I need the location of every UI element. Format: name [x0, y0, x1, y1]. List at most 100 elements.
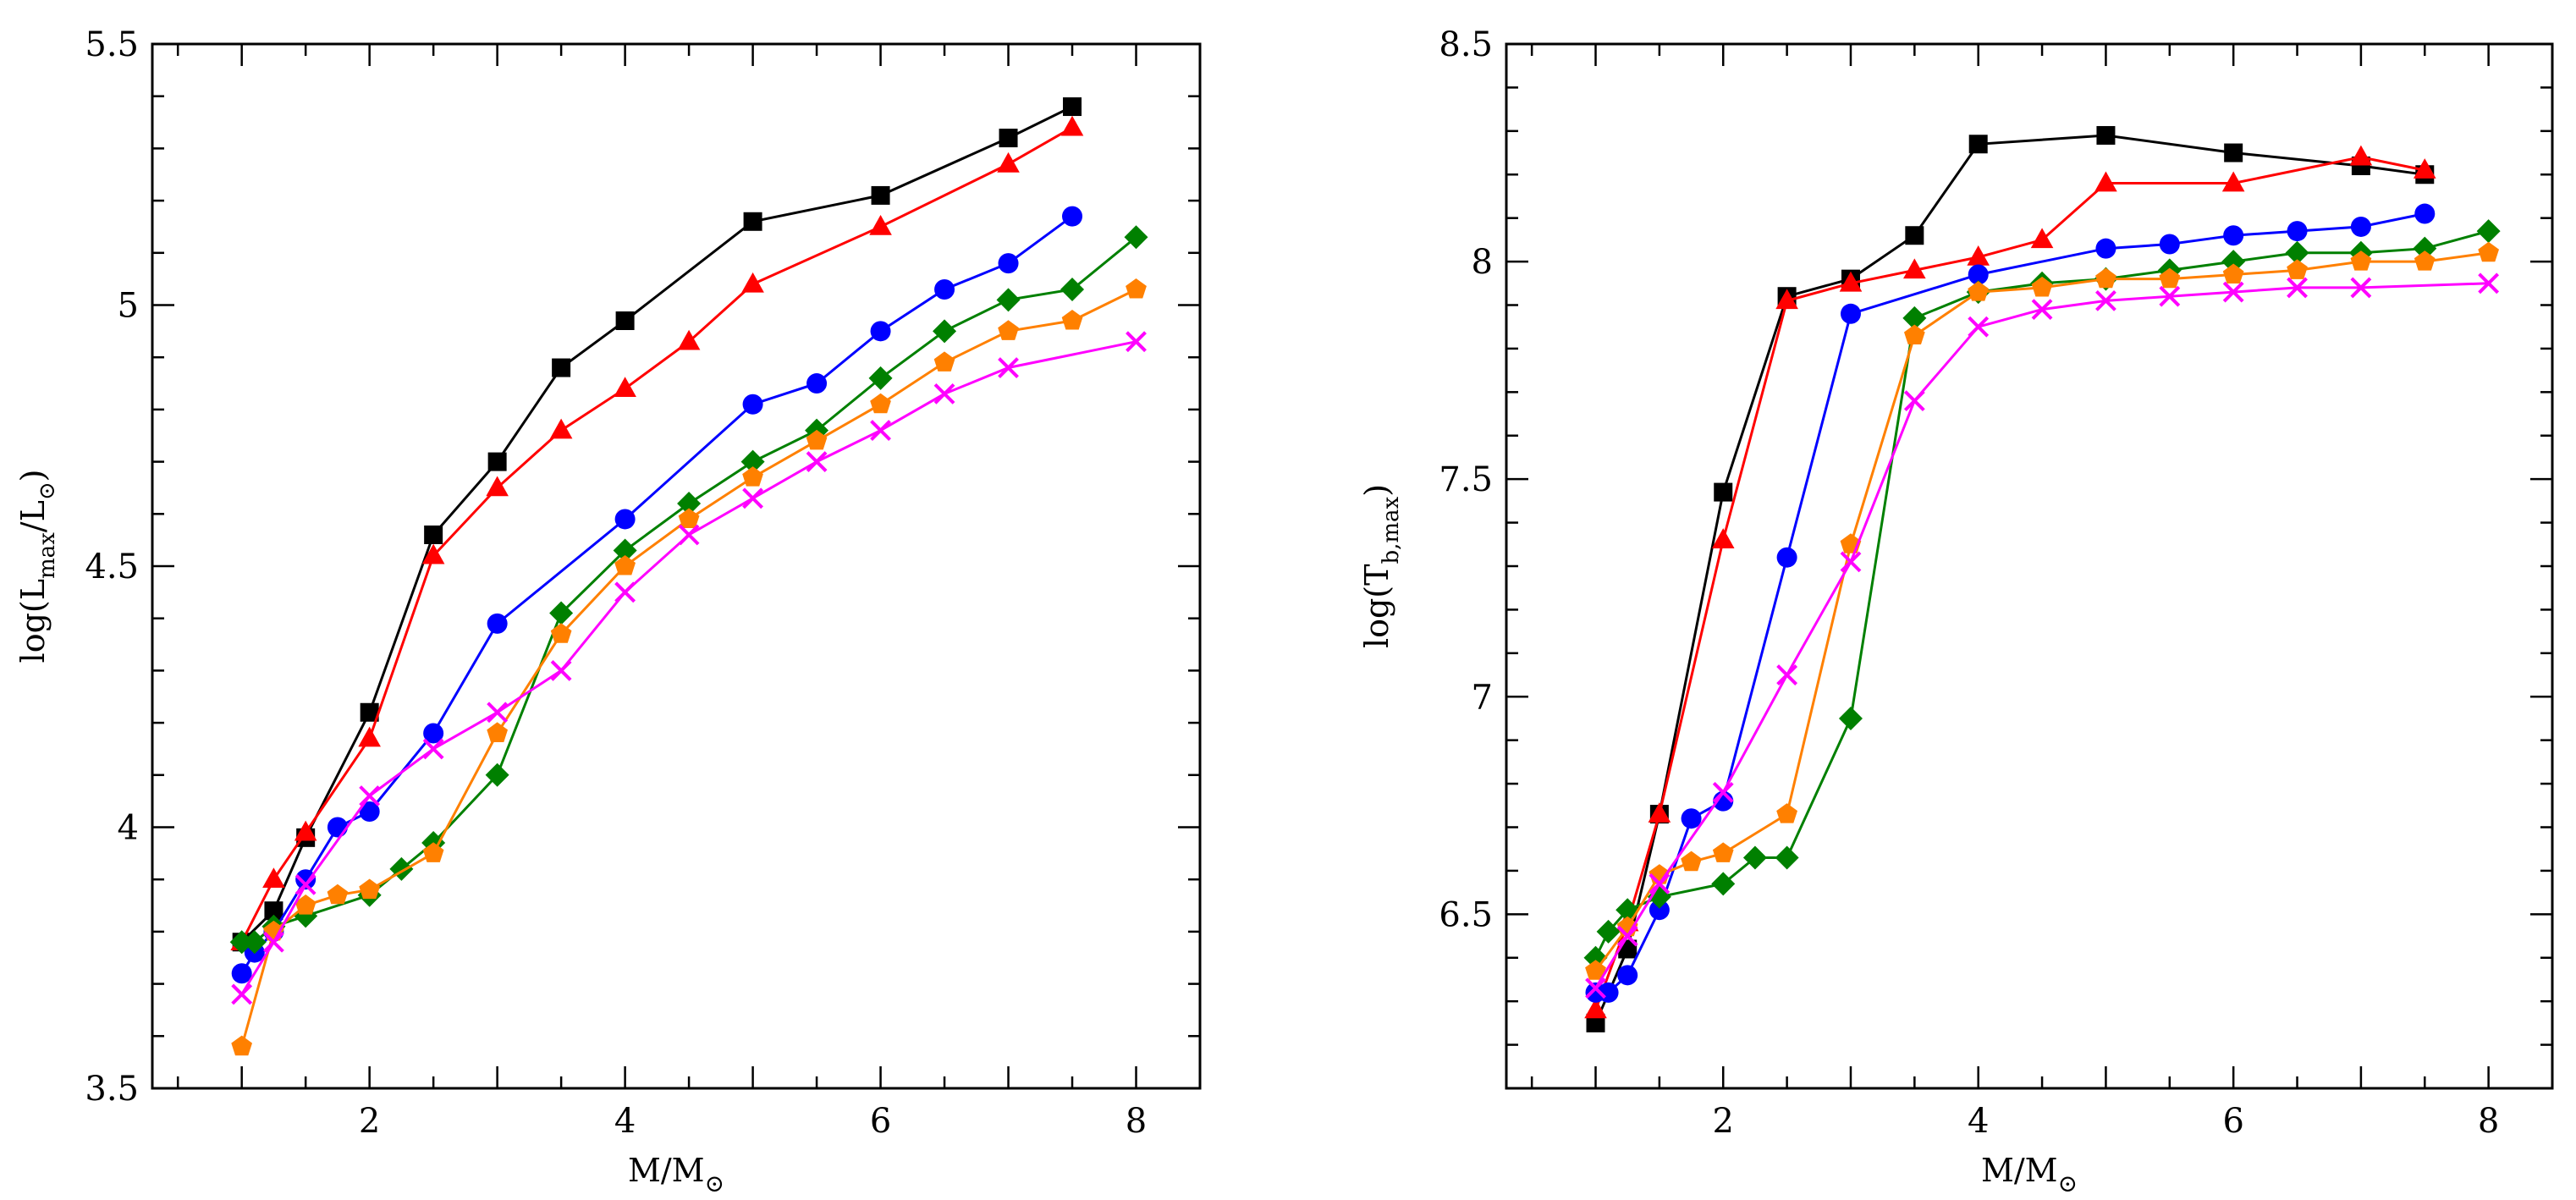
right-point-green-diamonds	[1775, 845, 1799, 870]
right-point-blue-circles	[1968, 264, 1989, 285]
left-point-magenta-crosses	[550, 659, 572, 681]
right-point-orange-pentagons	[2031, 276, 2053, 297]
left-point-black-squares	[424, 525, 443, 544]
left-series-orange-pentagons	[231, 278, 1147, 1056]
right-point-magenta-crosses	[1776, 664, 1798, 685]
left-panel: 2 4 6 83.544.555.5M/M⊙log(Lmax/L⊙)	[14, 25, 1202, 1197]
right-point-red-triangles	[1903, 258, 1926, 279]
right-point-red-triangles	[1775, 289, 1798, 310]
right-point-red-triangles	[1584, 998, 1607, 1019]
right-y-tick-label: 6.5	[1439, 895, 1493, 934]
left-point-magenta-crosses	[1126, 331, 1147, 353]
left-point-green-diamonds	[1060, 277, 1085, 301]
left-point-blue-circles	[1062, 206, 1083, 227]
left-point-orange-pentagons	[678, 508, 700, 528]
right-point-green-diamonds	[1742, 845, 1767, 870]
left-y-axis-label-sub2: ⊙	[35, 482, 60, 500]
right-point-magenta-crosses	[2478, 272, 2500, 294]
left-y-axis-label-mid: /L	[14, 500, 52, 532]
left-point-orange-pentagons	[231, 1035, 252, 1056]
left-series-green-diamonds	[229, 225, 1148, 955]
right-point-blue-circles	[1840, 303, 1861, 324]
left-point-red-triangles	[262, 867, 285, 888]
right-point-magenta-crosses	[1712, 781, 1734, 803]
right-point-blue-circles	[2287, 221, 2308, 242]
right-point-blue-circles	[2414, 203, 2436, 224]
left-x-axis-label-text: M/M	[628, 1152, 705, 1189]
right-y-axis-label-sub1: b,max	[1379, 496, 1404, 564]
right-series-line-orange-pentagons	[1594, 251, 2489, 972]
right-panel: 2 4 6 8 6.5 7 7.5 8 8.5 M/M⊙ log(Tb,max)	[1358, 25, 2554, 1197]
left-point-orange-pentagons	[933, 351, 955, 372]
right-point-green-diamonds	[1711, 872, 1736, 896]
right-point-black-squares	[1905, 226, 1924, 245]
right-point-red-triangles	[2030, 228, 2054, 249]
left-point-red-triangles	[1060, 115, 1084, 136]
left-series-black-squares	[232, 97, 1082, 952]
right-series-red-triangles	[1584, 145, 2436, 1019]
left-y-axis-label: log(Lmax/L⊙)	[14, 470, 60, 663]
right-point-orange-pentagons	[1681, 850, 1702, 872]
right-series-orange-pentagons	[1585, 241, 2499, 980]
left-point-orange-pentagons	[1126, 278, 1147, 299]
right-point-magenta-crosses	[1840, 551, 1862, 573]
right-series-blue-circles	[1585, 203, 2436, 1003]
left-point-orange-pentagons	[327, 883, 349, 905]
left-point-black-squares	[743, 212, 762, 231]
left-point-magenta-crosses	[806, 451, 828, 473]
left-y-axis-label-prefix: log(L	[14, 579, 52, 663]
right-x-tick-label: 8	[2478, 1102, 2499, 1141]
left-y-tick-label: 3.5	[85, 1070, 139, 1109]
right-point-blue-circles	[1776, 547, 1797, 568]
right-point-magenta-crosses	[2031, 299, 2053, 321]
left-point-blue-circles	[806, 373, 828, 394]
right-point-red-triangles	[2221, 171, 2245, 192]
left-point-black-squares	[487, 452, 507, 471]
right-point-green-diamonds	[1838, 706, 1863, 730]
left-point-blue-circles	[295, 869, 316, 890]
right-point-magenta-crosses	[1649, 872, 1671, 894]
left-point-magenta-crosses	[359, 785, 381, 806]
left-point-black-squares	[552, 358, 571, 377]
right-point-green-diamonds	[2221, 250, 2246, 274]
left-plot-frame	[151, 42, 1202, 1090]
right-point-orange-pentagons	[2095, 267, 2116, 289]
right-point-orange-pentagons	[2478, 241, 2499, 262]
left-point-orange-pentagons	[550, 623, 572, 643]
left-point-green-diamonds	[485, 762, 509, 787]
left-point-red-triangles	[421, 543, 445, 564]
left-x-axis-label: M/M⊙	[628, 1152, 724, 1197]
right-x-tick-label: 4	[1968, 1102, 1989, 1141]
left-point-green-diamonds	[868, 366, 893, 390]
left-point-magenta-crosses	[422, 738, 444, 760]
left-point-blue-circles	[998, 253, 1019, 274]
left-point-orange-pentagons	[1061, 310, 1083, 330]
left-point-black-squares	[615, 311, 635, 331]
right-y-axis-label: log(Tb,max)	[1358, 484, 1404, 648]
right-point-blue-circles	[1681, 808, 1702, 829]
left-point-orange-pentagons	[998, 320, 1019, 340]
left-point-blue-circles	[327, 817, 348, 838]
right-series-magenta-crosses	[1585, 272, 2500, 999]
left-point-magenta-crosses	[870, 420, 891, 441]
left-series-blue-circles	[231, 206, 1083, 984]
left-series-red-triangles	[230, 115, 1084, 951]
left-point-green-diamonds	[933, 319, 957, 344]
right-x-axis-label-text: M/M	[1981, 1152, 2058, 1189]
left-y-tick-label: 5	[118, 287, 139, 326]
left-point-blue-circles	[614, 509, 636, 530]
right-point-blue-circles	[2350, 216, 2371, 237]
left-point-orange-pentagons	[294, 894, 316, 915]
right-y-tick-label: 8.5	[1439, 25, 1493, 64]
right-point-black-squares	[2224, 143, 2243, 162]
right-x-tick-label: 2	[1713, 1102, 1734, 1141]
left-point-blue-circles	[934, 278, 955, 300]
left-x-axis-label-sub: ⊙	[705, 1170, 724, 1197]
right-point-black-squares	[1714, 482, 1733, 502]
left-point-magenta-crosses	[487, 702, 509, 724]
left-point-green-diamonds	[549, 601, 574, 625]
left-point-magenta-crosses	[294, 873, 316, 895]
right-point-blue-circles	[1649, 900, 1670, 921]
left-y-axis-label-sub1: max	[35, 532, 60, 579]
